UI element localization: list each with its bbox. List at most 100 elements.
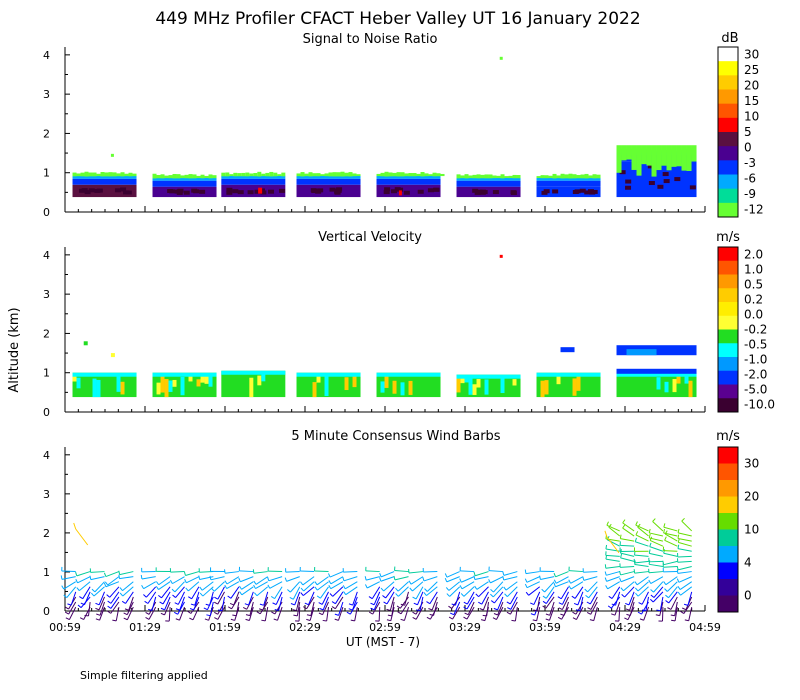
wind-barb-flag [239, 591, 243, 596]
wind-barb [677, 571, 692, 574]
wind-barb [663, 532, 678, 537]
snr-cell [226, 187, 233, 192]
wind-barb [497, 601, 504, 616]
wind-barb-flag [473, 571, 476, 576]
wind-barb [399, 596, 409, 609]
vv-cell [72, 373, 77, 382]
wind-barb [611, 596, 621, 609]
wind-barb-flag [524, 569, 527, 574]
colorbar-swatch [718, 562, 738, 580]
wind-barb [563, 601, 569, 616]
snr-cell [676, 145, 682, 167]
wind-barb-flag [424, 588, 428, 592]
vv-cell [257, 375, 262, 386]
wind-barb [526, 581, 540, 589]
y-tick-label: 4 [43, 249, 50, 262]
wind-barb-flag [318, 612, 323, 616]
wind-barb [545, 591, 555, 604]
colorbar-label: -0.5 [744, 338, 767, 352]
snr-cell [621, 145, 627, 161]
wind-barb-flag [254, 592, 258, 597]
wind-barb [688, 606, 693, 621]
wind-barb-flag [300, 592, 304, 596]
wind-barb [306, 596, 315, 610]
wind-barb [678, 566, 692, 571]
wind-barb-flag [205, 603, 210, 606]
wind-barb-flag [227, 606, 232, 610]
wind-barb [175, 586, 185, 598]
vv-cell [460, 375, 465, 384]
colorbar-swatch [718, 103, 738, 119]
wind-barb [577, 591, 584, 606]
snr-cell [543, 189, 550, 194]
wind-barb-flag [348, 608, 353, 611]
wind-barb [400, 601, 409, 615]
y-tick-label: 4 [43, 49, 50, 62]
snr-cell [124, 173, 129, 177]
wind-barb-flag [261, 619, 266, 622]
wind-barb-flag [189, 608, 194, 611]
wind-barb-flag [141, 584, 145, 589]
wind-barb [605, 565, 620, 569]
wind-barb-flag [620, 587, 624, 592]
snr-cell [686, 145, 692, 172]
wind-barb-flag [677, 585, 681, 590]
wind-barb-flag [160, 612, 165, 616]
wind-barb [277, 606, 283, 621]
wind-barb [66, 586, 77, 598]
wind-barb [474, 576, 489, 580]
wind-barb-flag [386, 608, 391, 611]
wind-barb [408, 571, 423, 574]
wind-barb [461, 581, 475, 590]
wind-barb-flag [619, 534, 622, 539]
wind-barb-flag [203, 607, 208, 611]
vv-cell [324, 376, 329, 397]
vv-band [221, 370, 286, 375]
wind-barb-flag [571, 595, 576, 599]
wind-barb [199, 576, 214, 580]
snr-cell [348, 172, 353, 177]
wind-barb [649, 540, 664, 547]
snr-cell [88, 172, 93, 177]
vv-cell [208, 373, 213, 387]
wind-barb-flag [119, 592, 124, 597]
snr-cell [656, 145, 662, 171]
vv-band [296, 372, 361, 377]
wind-barb [88, 601, 91, 616]
wind-barb-flag [539, 575, 541, 580]
wind-barb-flag [464, 612, 469, 616]
wind-barb-flag [648, 579, 652, 584]
wind-barb-flag [677, 528, 680, 533]
wind-barb-flag [382, 595, 386, 599]
wind-barb-flag [604, 564, 607, 569]
wind-barb [448, 581, 461, 591]
wind-barb-flag [272, 602, 277, 606]
snr-cell [474, 190, 481, 195]
snr-cell [310, 188, 317, 193]
wind-barb-flag [290, 603, 295, 606]
x-tick-label: 01:59 [209, 621, 241, 634]
wind-barb [574, 586, 584, 599]
wind-barb-flag [635, 531, 639, 536]
colorbar-label: 0 [744, 589, 752, 603]
wind-barb-flag [346, 611, 351, 615]
snr-cell [432, 172, 437, 177]
wind-barb-flag [380, 587, 385, 592]
wind-barb [665, 576, 678, 586]
wind-barb [451, 596, 461, 609]
colorbar-label: 10 [744, 523, 759, 537]
wind-barb-flag [670, 614, 675, 617]
wind-barb [620, 552, 635, 557]
wind-barb-flag [183, 571, 186, 576]
snr-cell [100, 172, 105, 177]
y-tick-label: 0 [43, 605, 50, 618]
wind-barb-flag [532, 619, 537, 622]
wind-barb [185, 571, 200, 576]
vv-cell [544, 380, 549, 395]
wind-barb [105, 571, 120, 578]
wind-barb [583, 571, 598, 573]
wind-barb-flag [289, 596, 294, 600]
wind-barb-flag [368, 596, 373, 600]
snr-cell [499, 56, 503, 60]
snr-cell [257, 171, 262, 177]
